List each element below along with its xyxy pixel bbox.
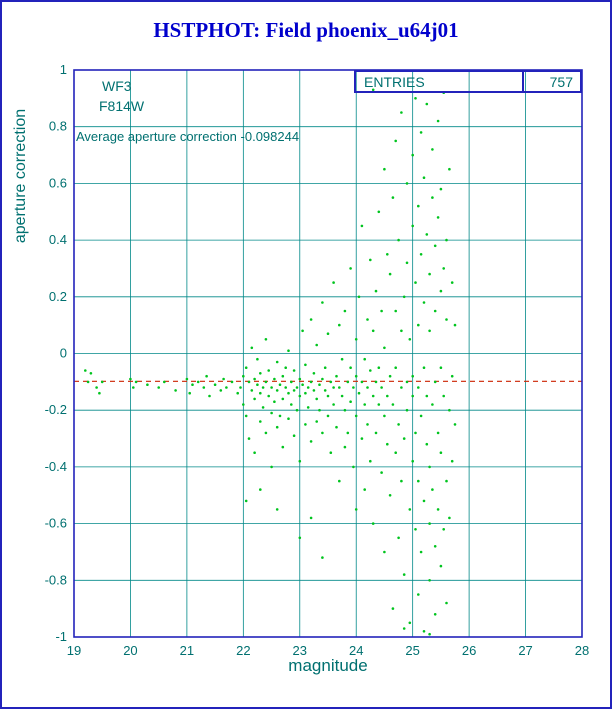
- x-tick-label: 21: [180, 643, 194, 658]
- y-tick-label: -0.2: [45, 402, 67, 417]
- y-tick-label: 0.8: [49, 119, 67, 134]
- x-tick-label: 27: [518, 643, 532, 658]
- y-tick-label: 0: [60, 346, 67, 361]
- y-tick-label: -0.8: [45, 572, 67, 587]
- x-tick-label: 25: [405, 643, 419, 658]
- y-tick-label: 0.4: [49, 232, 67, 247]
- x-tick-label: 28: [575, 643, 589, 658]
- average-correction-text: Average aperture correction -0.098244: [76, 129, 300, 144]
- plot-frame: [73, 69, 583, 638]
- entries-label: ENTRIES: [364, 73, 425, 90]
- entries-box: ENTRIES 757: [354, 70, 582, 93]
- y-tick-label: -0.6: [45, 516, 67, 531]
- x-tick-label: 24: [349, 643, 363, 658]
- x-tick-label: 19: [67, 643, 81, 658]
- x-axis-label: magnitude: [288, 656, 368, 675]
- y-axis-label: aperture correction: [12, 108, 29, 244]
- y-tick-label: -1: [55, 629, 67, 644]
- entries-value: 757: [522, 72, 580, 91]
- filter-label: F814W: [99, 98, 145, 114]
- y-tick-label: 1: [60, 62, 67, 77]
- x-tick-label: 20: [123, 643, 137, 658]
- x-tick-label: 22: [236, 643, 250, 658]
- y-tick-label: 0.2: [49, 289, 67, 304]
- data-points: [84, 88, 457, 636]
- x-tick-label: 23: [293, 643, 307, 658]
- x-tick-label: 26: [462, 643, 476, 658]
- y-tick-label: 0.6: [49, 175, 67, 190]
- y-tick-label: -0.4: [45, 459, 67, 474]
- camera-chip-label: WF3: [102, 78, 132, 94]
- page-title: HSTPHOT: Field phoenix_u64j01: [153, 18, 459, 42]
